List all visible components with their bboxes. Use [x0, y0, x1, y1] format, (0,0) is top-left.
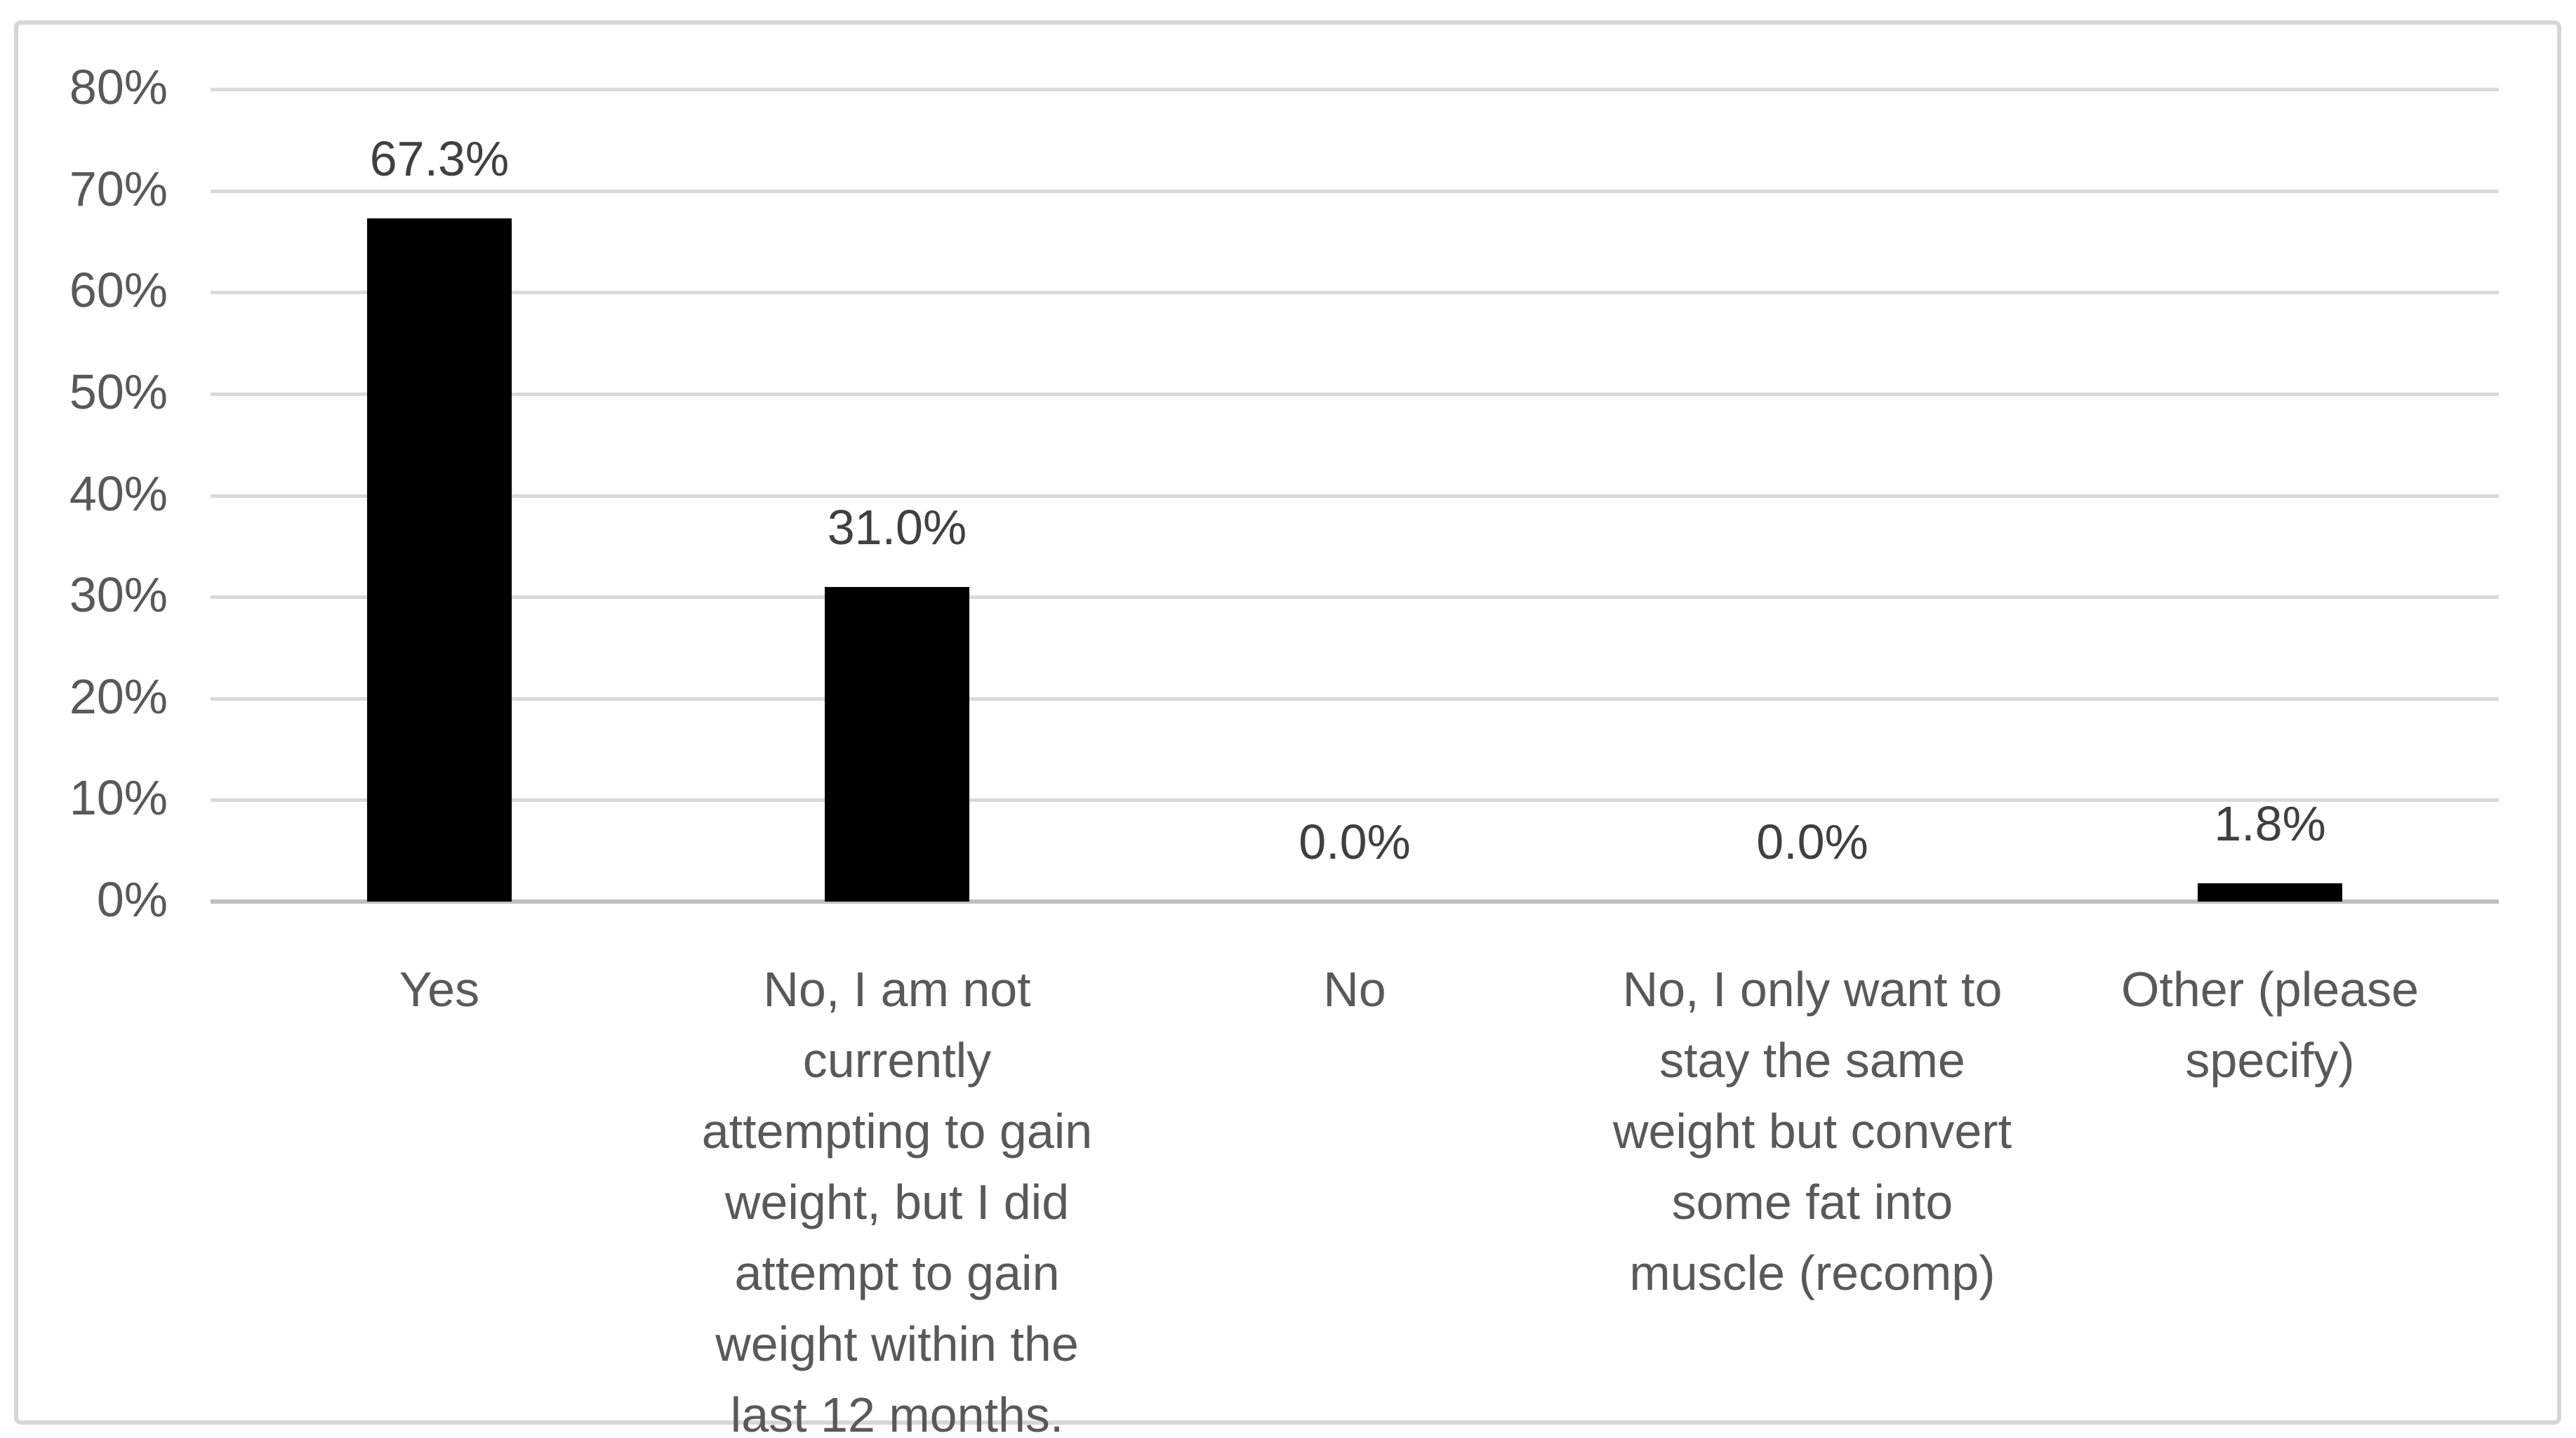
data-label-4: 1.8% [2214, 796, 2326, 851]
data-label-2: 0.0% [1299, 814, 1411, 869]
x-axis-line [211, 899, 2499, 904]
gridline-30 [211, 595, 2499, 600]
y-tick-label-50: 50% [69, 364, 168, 419]
y-tick-label-60: 60% [69, 263, 168, 318]
gridline-20 [211, 697, 2499, 701]
category-label-1: No, I am not currently attempting to gai… [701, 962, 1093, 1438]
y-tick-label-40: 40% [69, 466, 168, 521]
bar-4 [2198, 883, 2342, 902]
bar-0 [367, 218, 512, 902]
gridline-40 [211, 494, 2499, 498]
category-label-3: No, I only want to stay the same weight … [1612, 962, 2012, 1300]
category-label-0: Yes [399, 962, 480, 1017]
y-tick-label-30: 30% [69, 567, 168, 623]
gridline-60 [211, 291, 2499, 295]
y-tick-label-20: 20% [69, 668, 168, 724]
chart-frame: 80% 70% 60% 50% 40% 30% 20% 10% 0% 67.3% 31.0% 0.0… [14, 20, 2561, 1438]
gridline-50 [211, 392, 2499, 396]
y-tick-label-0: 0% [96, 872, 168, 927]
category-label-4: Other (please specify) [2120, 962, 2419, 1088]
bar-1 [825, 587, 969, 902]
gridline-70 [211, 189, 2499, 193]
data-label-3: 0.0% [1756, 814, 1868, 869]
data-label-0: 67.3% [369, 131, 510, 186]
gridline-80 [211, 88, 2499, 91]
y-tick-label-80: 80% [69, 60, 168, 114]
category-label-2: No [1323, 962, 1386, 1017]
y-tick-label-70: 70% [69, 161, 168, 216]
gridline-10 [211, 798, 2499, 803]
y-tick-label-10: 10% [69, 770, 168, 826]
data-label-1: 31.0% [827, 500, 967, 555]
